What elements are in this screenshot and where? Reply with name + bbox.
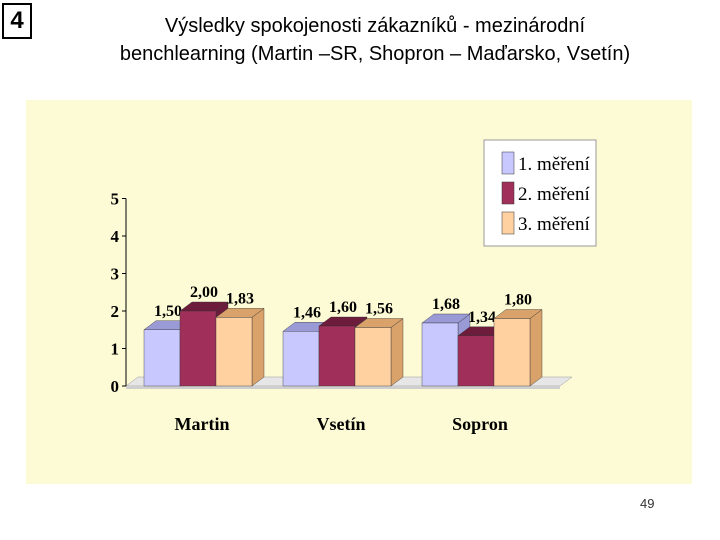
x-category-label: Vsetín [317, 414, 366, 434]
bar-side-face [529, 309, 543, 387]
bar-side-face [390, 318, 404, 387]
data-label: 1,34 [468, 309, 496, 326]
bar [318, 325, 356, 387]
bar [143, 329, 181, 387]
data-label: 1,68 [432, 296, 460, 313]
x-category-label: Sopron [452, 414, 508, 434]
y-tick-label: 1 [111, 340, 120, 359]
bar [179, 310, 217, 387]
legend-swatch [501, 181, 515, 205]
data-label: 1,56 [365, 301, 393, 318]
y-tick-label: 4 [111, 227, 120, 246]
y-tick-label: 5 [111, 190, 120, 209]
slide-title-line-2: benchlearning (Martin –SR, Shopron – Maď… [119, 43, 631, 65]
legend-swatch [501, 211, 515, 235]
bar [493, 318, 531, 387]
data-label: 1,50 [154, 303, 182, 320]
data-label: 1,60 [329, 299, 357, 316]
bar [421, 322, 459, 387]
chart-floor-edge [126, 386, 560, 389]
y-tick-label: 3 [111, 265, 120, 284]
legend-label: 3. měření [518, 214, 590, 235]
legend-label: 1. měření [518, 154, 590, 175]
data-label: 1,83 [226, 290, 254, 307]
bar [215, 317, 253, 387]
x-category-label: Martin [175, 414, 230, 434]
legend-swatch [501, 151, 515, 175]
slide-title-line-1: Výsledky spokojenosti zákazníků - meziná… [164, 15, 586, 37]
bar [282, 331, 320, 387]
data-label: 1,46 [293, 304, 321, 321]
y-tick-label: 2 [111, 302, 120, 321]
y-tick-label: 0 [111, 377, 120, 396]
bar [354, 327, 392, 387]
page-number: 49 [640, 496, 655, 511]
data-label: 2,00 [190, 284, 218, 301]
bar-side-face [251, 307, 265, 387]
legend-label: 2. měření [518, 184, 590, 205]
slide-number-badge: 4 [2, 3, 32, 39]
data-label: 1,80 [504, 292, 532, 309]
bar [457, 335, 495, 387]
slide-title: Výsledky spokojenosti zákazníků - meziná… [30, 12, 720, 68]
